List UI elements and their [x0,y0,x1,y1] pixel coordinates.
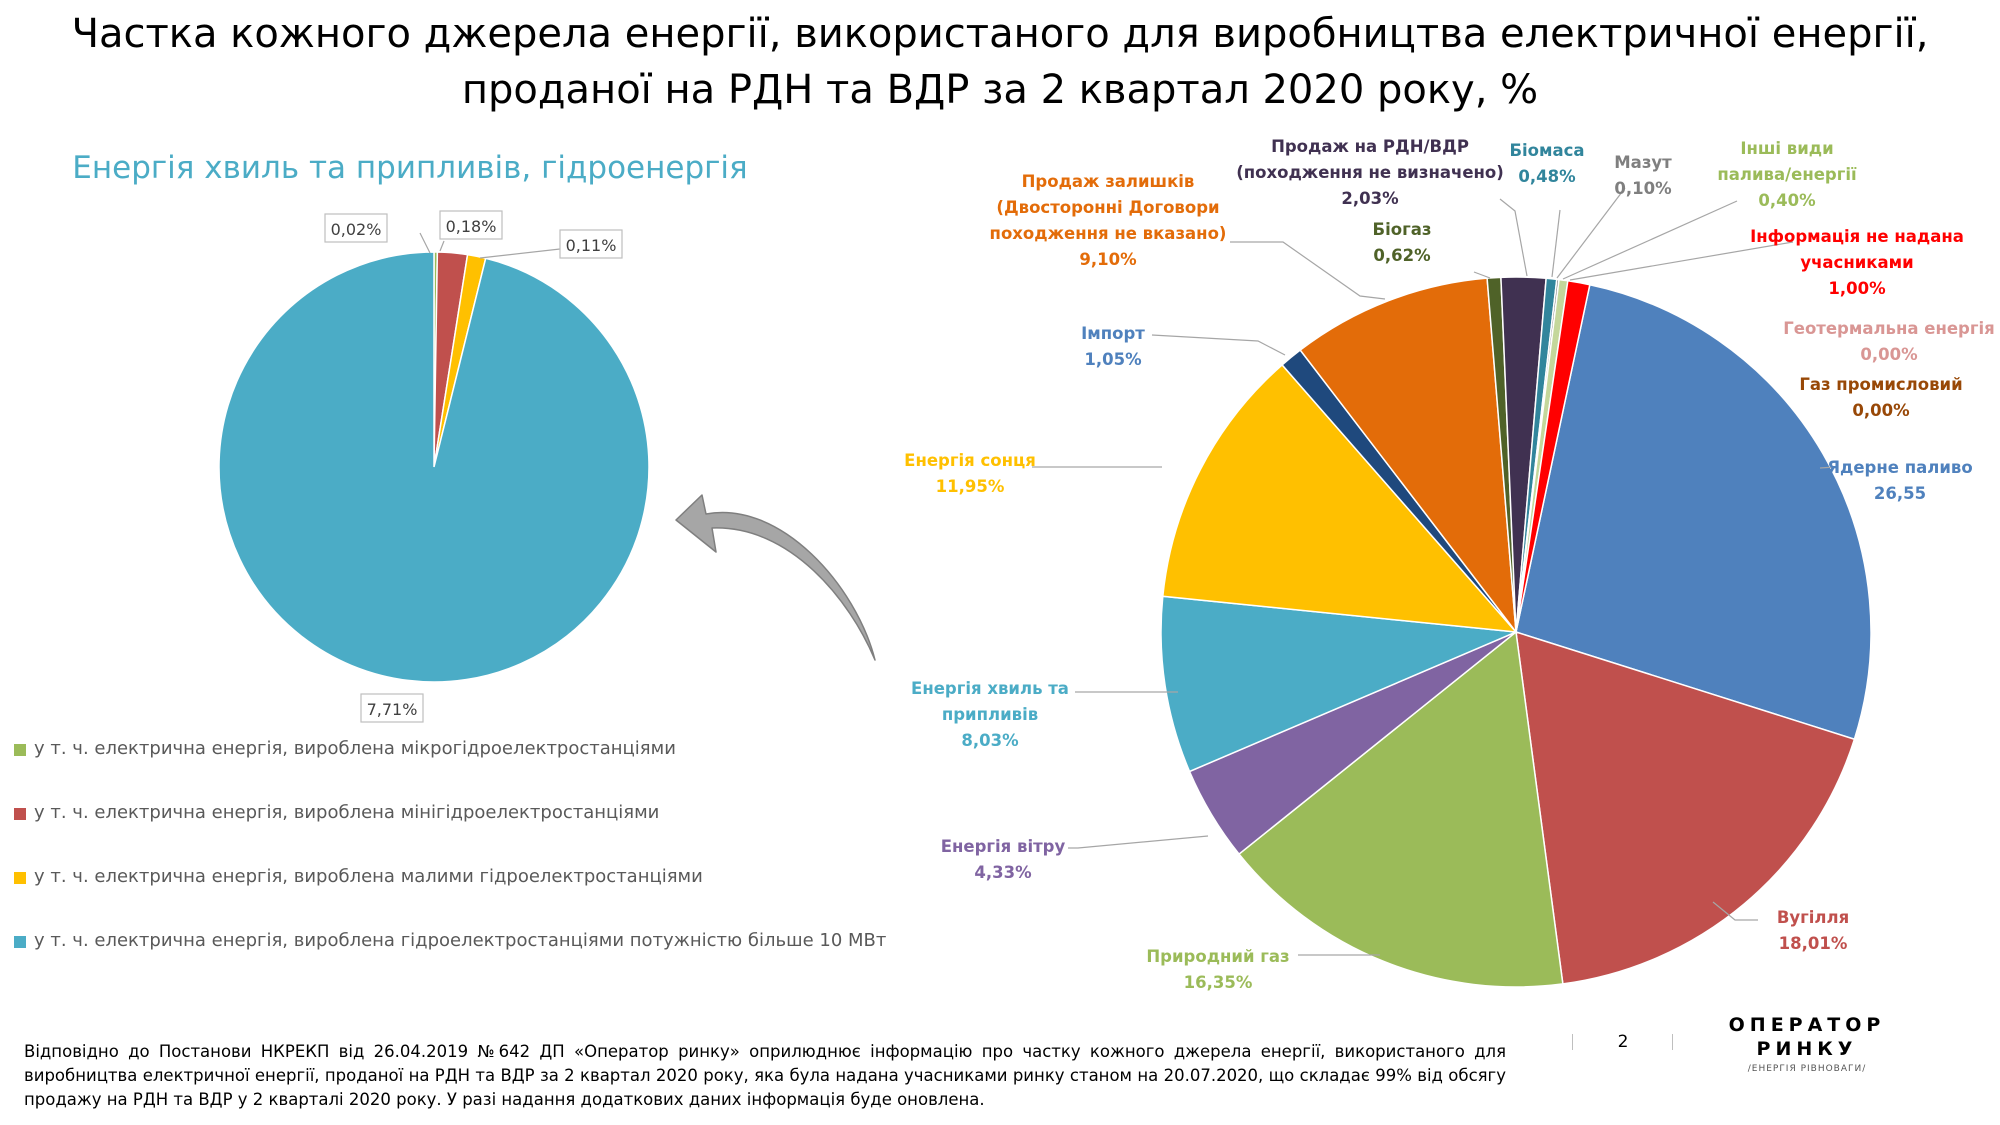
label-undetermined-line1: Продаж на РДН/ВДР [1271,137,1469,156]
label-wave-line1: Енергія хвиль та [911,679,1069,698]
energy-slice-2 [1237,630,1564,988]
hydro-label-mini: 0,18% [446,217,497,236]
brand-tagline: /ЕНЕРГІЯ РІВНОВАГИ/ [1747,1064,1867,1074]
hydro-label-large: 7,71% [367,700,418,719]
legend-swatch-micro [14,744,26,756]
label-coal-name: Вугілля [1777,908,1849,927]
energy-source-pie [1160,276,1872,988]
main-data-labels: Ядерне паливо 26,55 Вугілля 18,01% Приро… [904,137,1995,992]
brand-logo-line2: РИНКУ [1756,1038,1858,1060]
label-wave-value: 8,03% [961,731,1019,750]
label-gas-name: Природний газ [1146,947,1289,966]
label-industrial-gas-name: Газ промисловий [1799,375,1962,394]
energy-slice-1 [1515,630,1856,985]
legend-item: у т. ч. електрична енергія, вироблена мі… [14,738,894,802]
legend-swatch-small [14,872,26,884]
label-biomass-name: Біомаса [1509,141,1584,160]
label-undetermined-line2: (походження не визначено) [1236,163,1504,182]
title-line-1: Частка кожного джерела енергії, використ… [71,11,1929,57]
energy-slice-4 [1160,595,1517,773]
label-solar-name: Енергія сонця [904,451,1036,470]
legend-swatch-large [14,936,26,948]
arrow-connector [675,494,876,661]
label-other-line1: Інші види [1740,139,1833,158]
label-fuel-oil-name: Мазут [1614,153,1672,172]
page-title: Частка кожного джерела енергії, використ… [0,6,2000,118]
label-other-value: 0,40% [1758,191,1816,210]
label-residual-line2: (Двосторонні Договори [996,198,1219,217]
label-undetermined-value: 2,03% [1341,189,1399,208]
label-not-provided-line2: учасниками [1800,253,1913,272]
energy-slice-13 [1515,279,1591,633]
label-not-provided-value: 1,00% [1828,279,1886,298]
label-nuclear-value: 26,55 [1874,484,1926,503]
hydro-data-labels: 0,02% 0,18% 0,11% 7,71% [324,210,623,723]
label-biogas-name: Біогаз [1373,220,1432,239]
label-solar-value: 11,95% [936,477,1005,496]
page-number: 2 [1617,1032,1629,1052]
label-biomass-value: 0,48% [1518,167,1576,186]
label-import-name: Імпорт [1081,324,1145,343]
legend-label-mini: у т. ч. електрична енергія, вироблена мі… [34,802,660,823]
label-biogas-value: 0,62% [1373,246,1431,265]
legend-item: у т. ч. електрична енергія, вироблена ма… [14,866,894,930]
hydro-label-micro: 0,02% [331,220,382,239]
legend-swatch-mini [14,808,26,820]
label-not-provided-line1: Інформація не надана [1750,227,1964,246]
hydro-label-small: 0,11% [566,236,617,255]
label-industrial-gas-value: 0,00% [1852,401,1910,420]
hydro-slice-3 [218,251,650,683]
main-leader-lines [1032,187,1836,956]
label-residual-line3: походження не вказано) [990,224,1227,243]
label-gas-value: 16,35% [1184,973,1253,992]
legend-label-small: у т. ч. електрична енергія, вироблена ма… [34,866,703,887]
label-wind-value: 4,33% [974,863,1032,882]
label-coal-value: 18,01% [1779,934,1848,953]
label-import-value: 1,05% [1084,350,1142,369]
label-wind-name: Енергія вітру [941,837,1066,856]
label-fuel-oil-value: 0,10% [1614,179,1672,198]
legend-item: у т. ч. електрична енергія, вироблена гі… [14,930,894,994]
label-wave-line2: припливів [942,705,1038,724]
legend-item: у т. ч. електрична енергія, вироблена мі… [14,802,894,866]
label-geothermal-value: 0,00% [1860,345,1918,364]
energy-slice-0 [1515,283,1872,741]
page-divider [1572,1034,1573,1050]
hydro-legend: у т. ч. електрична енергія, вироблена мі… [14,738,894,994]
footer-note: Відповідно до Постанови НКРЕКП від 26.04… [24,1042,1506,1109]
legend-label-large: у т. ч. електрична енергія, вироблена гі… [34,930,887,951]
page-divider [1672,1034,1673,1050]
hydro-chart-title: Енергія хвиль та припливів, гідроенергія [72,150,748,186]
label-residual-value: 9,10% [1079,250,1137,269]
hydro-pie [218,251,650,683]
label-nuclear-name: Ядерне паливо [1827,458,1972,477]
brand-logo-line1: ОПЕРАТОР [1728,1014,1886,1036]
title-line-2: проданої на РДН та ВДР за 2 квартал 2020… [461,67,1539,113]
label-residual-line1: Продаж залишків [1022,172,1195,191]
energy-slice-5 [1161,363,1518,633]
label-geothermal-name: Геотермальна енергія [1783,319,1995,338]
label-other-line2: палива/енергії [1717,165,1857,184]
legend-label-micro: у т. ч. електрична енергія, вироблена мі… [34,738,676,759]
energy-slice-7 [1299,277,1517,635]
hydro-leader-lines [419,232,561,259]
